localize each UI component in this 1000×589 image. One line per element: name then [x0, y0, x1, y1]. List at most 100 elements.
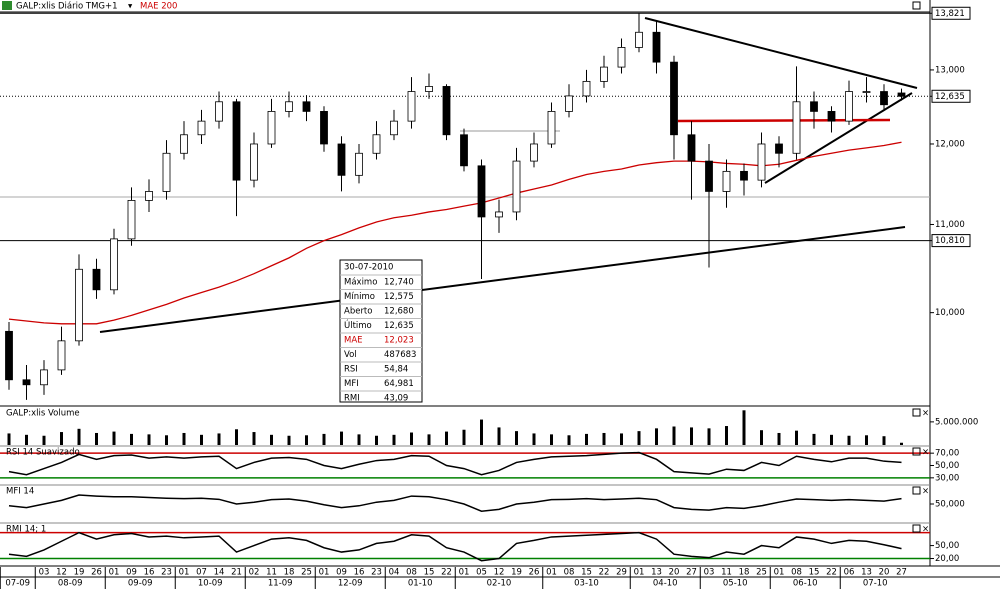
day-label: 05	[476, 568, 487, 578]
volume-bar	[112, 431, 116, 445]
indicator-title[interactable]: MAE 200	[140, 2, 177, 12]
day-label: 02	[249, 568, 260, 578]
day-label: 16	[144, 568, 155, 578]
candle-body	[617, 47, 626, 68]
day-label: 01	[109, 568, 120, 578]
panel-title[interactable]: MFI 14	[6, 487, 34, 497]
day-label: 09	[336, 568, 347, 578]
day-label: 13	[861, 568, 872, 578]
volume-bar	[427, 434, 431, 445]
month-label: 07-10	[863, 579, 888, 589]
day-label: 03	[704, 568, 715, 578]
candle-body	[285, 101, 293, 112]
volume-bar	[462, 429, 466, 445]
info-value: 12,635	[384, 321, 414, 331]
info-label: MFI	[344, 379, 359, 389]
month-label: 01-10	[408, 579, 433, 589]
info-value: 487683	[384, 350, 416, 360]
volume-bar	[77, 428, 81, 445]
day-label: 01	[319, 568, 330, 578]
info-label: RSI	[344, 365, 358, 375]
day-label: 01	[546, 568, 557, 578]
moving-average-line	[8, 141, 902, 325]
volume-bar	[200, 434, 203, 445]
candle-body	[722, 170, 731, 192]
candle-body	[670, 61, 678, 136]
day-label: 25	[301, 568, 312, 578]
month-label: 09-09	[128, 579, 153, 589]
candle-body	[22, 379, 31, 386]
volume-bar	[900, 442, 903, 445]
candle-body	[897, 92, 906, 97]
date-axis-bg	[0, 567, 1000, 589]
volume-bar	[42, 435, 46, 445]
day-label: 22	[826, 568, 837, 578]
day-label: 27	[686, 568, 697, 578]
maximize-button[interactable]	[912, 524, 921, 533]
symbol-title[interactable]: GALP:xlis Diário TMG+1	[16, 2, 118, 12]
month-label: 10-09	[198, 579, 223, 589]
candle-body	[57, 340, 66, 371]
close-button[interactable]: ×	[922, 525, 929, 535]
app-icon	[2, 1, 12, 10]
panel-title[interactable]: RMI 14; 1	[6, 525, 46, 535]
volume-bar	[130, 433, 133, 445]
maximize-button[interactable]	[912, 1, 921, 10]
candle-body	[460, 134, 468, 167]
candle-body	[110, 238, 118, 291]
tick-box	[931, 6, 971, 20]
volume-bar	[865, 435, 868, 445]
close-button[interactable]: ×	[922, 487, 929, 497]
volume-bar	[602, 432, 606, 445]
panel-title[interactable]: GALP:xlis Volume	[6, 409, 80, 419]
candle-body	[477, 165, 486, 218]
tick-box	[931, 234, 971, 248]
candle-body	[127, 200, 136, 240]
day-label: 13	[651, 568, 662, 578]
trend-line[interactable]	[764, 92, 913, 184]
day-label: 08	[791, 568, 802, 578]
maximize-button[interactable]	[912, 447, 921, 456]
volume-bar	[550, 434, 553, 445]
maximize-button[interactable]	[912, 486, 921, 495]
volume-bar	[60, 432, 63, 445]
candle-body	[862, 91, 871, 93]
info-value: 64,981	[384, 379, 414, 389]
info-value: 12,740	[384, 278, 414, 288]
candle-body	[425, 86, 433, 92]
day-label: 04	[389, 568, 400, 578]
close-button[interactable]: ×	[922, 409, 929, 419]
panel-title[interactable]: RSI 14 Suavizado	[6, 448, 80, 458]
day-label: 14	[214, 568, 225, 578]
month-label: 12-09	[338, 579, 363, 589]
indicator-line	[8, 531, 902, 562]
day-label: 20	[669, 568, 680, 578]
day-label: 12	[56, 568, 67, 578]
info-date: 30-07-2010	[344, 263, 393, 273]
y-tick-label: 50,00	[935, 461, 959, 471]
info-label: MAE	[344, 336, 363, 346]
month-label: 04-10	[653, 579, 678, 589]
volume-bar	[847, 435, 851, 445]
support-line[interactable]	[677, 118, 891, 123]
day-label: 18	[739, 568, 750, 578]
candle-body	[652, 31, 661, 63]
maximize-button[interactable]	[912, 408, 921, 417]
volume-bar	[445, 431, 448, 445]
day-label: 22	[599, 568, 610, 578]
tick-box	[931, 89, 971, 103]
trend-line[interactable]	[99, 226, 906, 333]
candle-body	[75, 268, 83, 342]
candle-body	[600, 66, 608, 82]
indicator-line	[8, 494, 902, 512]
dropdown-arrow[interactable]: ▾	[128, 2, 133, 12]
close-button[interactable]: ×	[922, 448, 929, 458]
candle-body	[5, 330, 13, 381]
candle-body	[337, 143, 346, 176]
volume-bar	[235, 429, 238, 445]
volume-bar	[690, 427, 693, 445]
day-label: 26	[529, 568, 540, 578]
trend-line[interactable]	[644, 17, 918, 89]
y-tick-label: 10,810	[935, 236, 965, 246]
volume-bar	[410, 432, 413, 445]
